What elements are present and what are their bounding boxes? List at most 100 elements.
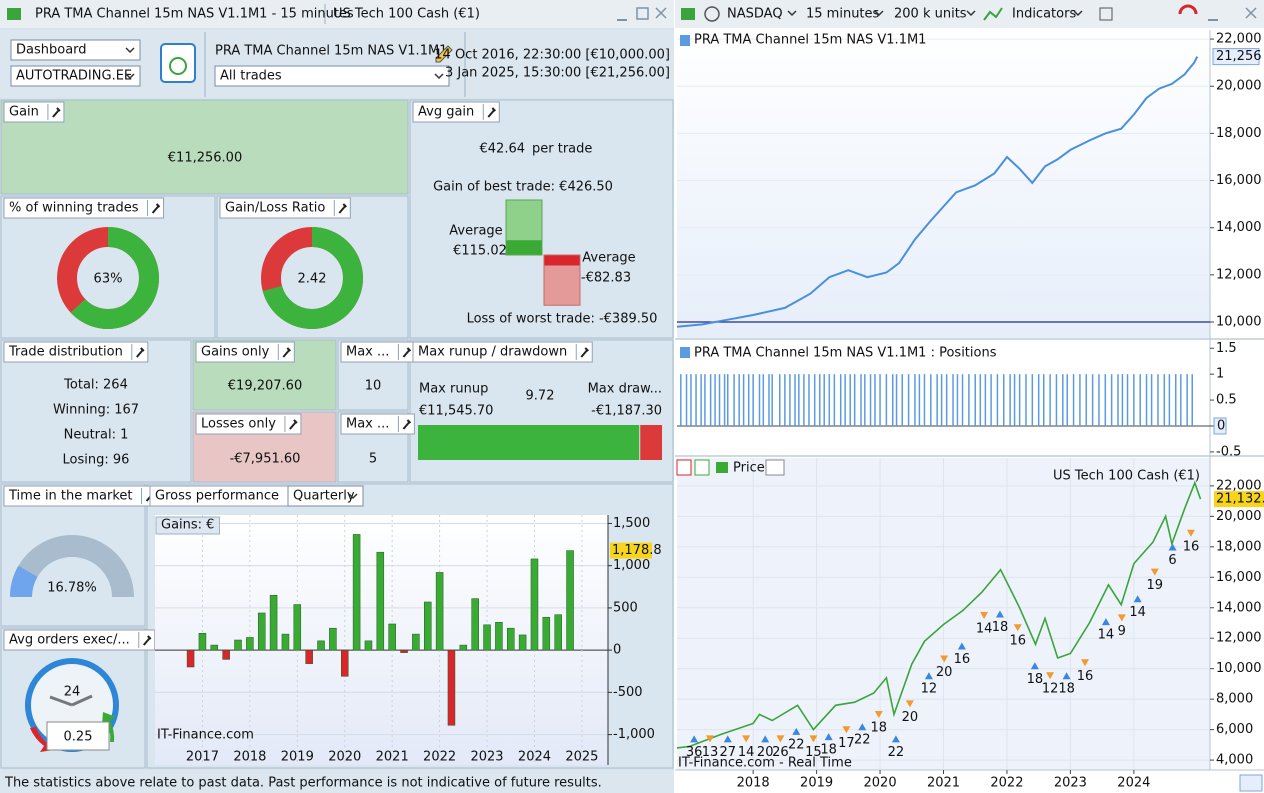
title-icon (680, 347, 690, 358)
drawdown-value: -€1,187.30 (591, 404, 662, 419)
y-tick-label: 20,000 (1216, 509, 1262, 524)
current-label: 0 (1217, 418, 1225, 433)
price-source: IT-Finance.com - Real Time (678, 756, 852, 771)
settings-icon[interactable] (338, 203, 348, 214)
x-tick-label: 2025 (565, 750, 598, 765)
y-tick-label: 1.5 (1216, 341, 1237, 356)
scroll-button[interactable] (1239, 774, 1263, 792)
avg-win-value: €115.02 (453, 244, 507, 259)
settings-icon[interactable] (52, 107, 61, 118)
bar (210, 644, 219, 651)
settings-icon[interactable] (143, 635, 152, 646)
winning-donut-gap (56, 226, 160, 330)
filter-select[interactable] (214, 65, 450, 87)
trade-count: 22 (854, 733, 871, 748)
trade-arrow (874, 711, 883, 719)
last-value-box (1212, 48, 1260, 66)
trade-count: 13 (702, 745, 719, 760)
refresh-icon[interactable] (1178, 4, 1198, 15)
y-tick-label: 6,000 (1216, 722, 1253, 737)
last-value-box (1214, 491, 1264, 508)
avg-loss-bar (544, 255, 580, 266)
y-tick-label: 22,000 (1216, 478, 1262, 493)
price-button[interactable] (676, 459, 692, 476)
info-icon[interactable] (1099, 7, 1113, 21)
edit-icon[interactable] (435, 45, 453, 63)
trade-count: 26 (772, 745, 789, 760)
settings-icon[interactable] (289, 419, 298, 430)
gains-only-header: Gains only (201, 345, 270, 360)
ratio-value: 2.42 (298, 272, 327, 287)
x-tick-label: 2019 (281, 750, 314, 765)
window-title: PRA TMA Channel 15m NAS V1.1M1 - 15 minu… (35, 7, 354, 22)
worst-trade: Loss of worst trade: -€389.50 (467, 312, 658, 327)
trade-arrow (824, 733, 833, 741)
trade-arrow (1150, 568, 1159, 576)
drawdown-bar (640, 425, 662, 460)
equity-bg (677, 30, 1210, 338)
trade-arrow (1046, 672, 1055, 680)
trade-count: 36 (686, 745, 703, 760)
gains-only-value: €19,207.60 (228, 379, 302, 394)
trade-arrow (1062, 672, 1071, 680)
chart-title-box (155, 516, 220, 535)
settings-icon[interactable] (402, 419, 412, 430)
account-select-text: AUTOTRADING.EE (16, 69, 132, 84)
bar (305, 649, 313, 664)
close-icon[interactable] (655, 7, 667, 19)
trade-count: 27 (719, 745, 736, 760)
y-tick-label: 1,500 (613, 516, 650, 531)
losses-only-value: -€7,951.60 (230, 452, 301, 467)
chart-source: IT-Finance.com (157, 728, 254, 743)
size-select[interactable]: 200 k units (894, 7, 967, 22)
timeframe-select[interactable]: 15 minutes (806, 7, 880, 22)
dropdown-arrow (874, 10, 884, 17)
best-trade: Gain of best trade: €426.50 (433, 180, 613, 195)
clock-label: 24 (64, 685, 81, 700)
sync-icon[interactable] (704, 6, 720, 22)
view-select[interactable] (10, 39, 141, 61)
system-name: PRA TMA Channel 15m NAS V1.1M1 (215, 44, 447, 59)
settings-icon[interactable] (151, 203, 161, 214)
positions-bg (677, 341, 1210, 455)
current-box (1213, 417, 1227, 435)
bar (435, 572, 444, 651)
settings-icon[interactable] (136, 347, 145, 358)
trade-arrow (1168, 543, 1177, 551)
window-instrument: US Tech 100 Cash (€1) (333, 7, 480, 22)
report-icon[interactable] (160, 43, 196, 83)
y-tick-label: 22,000 (1216, 32, 1262, 47)
best-range (506, 199, 542, 241)
price-button[interactable] (694, 459, 710, 476)
trade-count: 20 (936, 665, 953, 680)
y-tick-label: 18,000 (1216, 539, 1262, 554)
dropdown-arrow (125, 47, 135, 54)
settings-icon[interactable] (282, 347, 292, 358)
account-select[interactable] (10, 65, 141, 87)
trade-count: 16 (1183, 539, 1200, 554)
x-tick-label: 2024 (1117, 776, 1150, 791)
y-tick-label: -500 (613, 685, 643, 700)
drawdown-label: Max draw... (588, 382, 662, 397)
trade-count: 16 (1077, 669, 1094, 684)
close-icon[interactable] (1245, 7, 1257, 19)
x-tick-label: 2018 (233, 750, 266, 765)
clock-hands (49, 694, 93, 707)
indicators-select[interactable]: Indicators (1012, 7, 1076, 22)
maximize-icon[interactable] (636, 7, 649, 20)
max-losses-header-box (340, 413, 415, 435)
settings-icon[interactable] (402, 347, 412, 358)
trade-count: 17 (838, 736, 855, 751)
market-select[interactable]: NASDAQ (727, 7, 783, 22)
period-select[interactable] (287, 485, 364, 507)
start-date: 14 Oct 2016, 22:30:00 [€10,000.00] (434, 48, 670, 63)
settings-icon[interactable] (580, 347, 589, 358)
trade-count: 20 (902, 710, 919, 725)
trade-arrow (809, 735, 818, 743)
orders-value: 0.25 (64, 730, 93, 745)
max-wins-value: 10 (365, 379, 382, 394)
list-button[interactable] (765, 459, 785, 476)
settings-icon[interactable] (487, 107, 496, 118)
x-tick-label: 2021 (927, 776, 960, 791)
distribution-header: Trade distribution (8, 345, 123, 360)
